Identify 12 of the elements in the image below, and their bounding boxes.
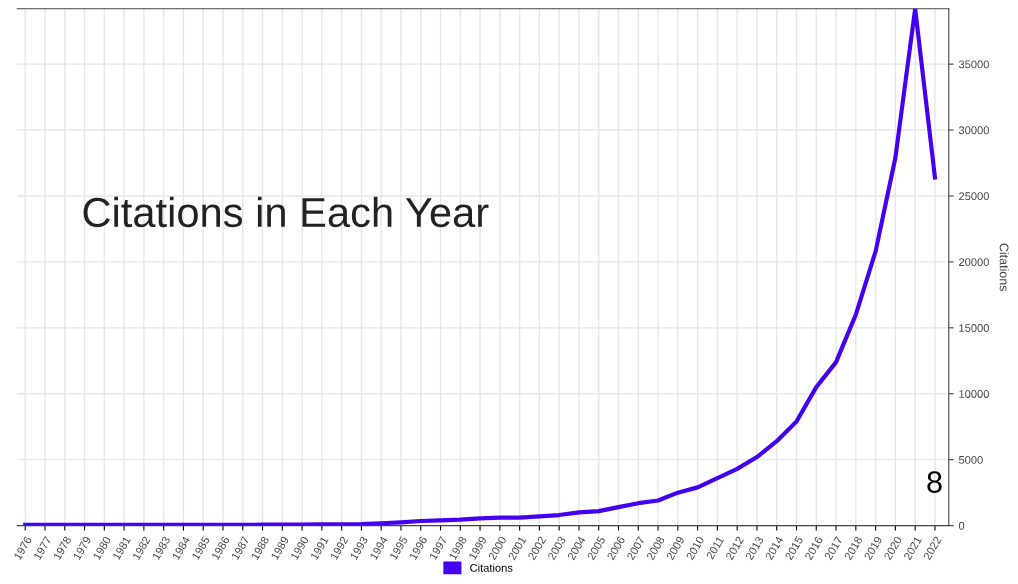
y-tick-label: 15000 [959, 324, 989, 332]
y-tick-label: 5000 [958, 455, 983, 464]
y-tick-label: 35000 [958, 60, 989, 69]
y-tick-label: 0 [958, 521, 965, 530]
y-tick-label: 20000 [959, 258, 989, 267]
legend-label: Citations [470, 563, 513, 572]
text: Citations in Each Year [83, 196, 489, 228]
y-tick-label: 10000 [959, 390, 989, 398]
y-tick-label: 25000 [959, 192, 989, 201]
y-tick-label: 30000 [958, 126, 989, 135]
y-axis-title: Citations [999, 243, 1009, 292]
annotation: 8 [927, 471, 942, 493]
